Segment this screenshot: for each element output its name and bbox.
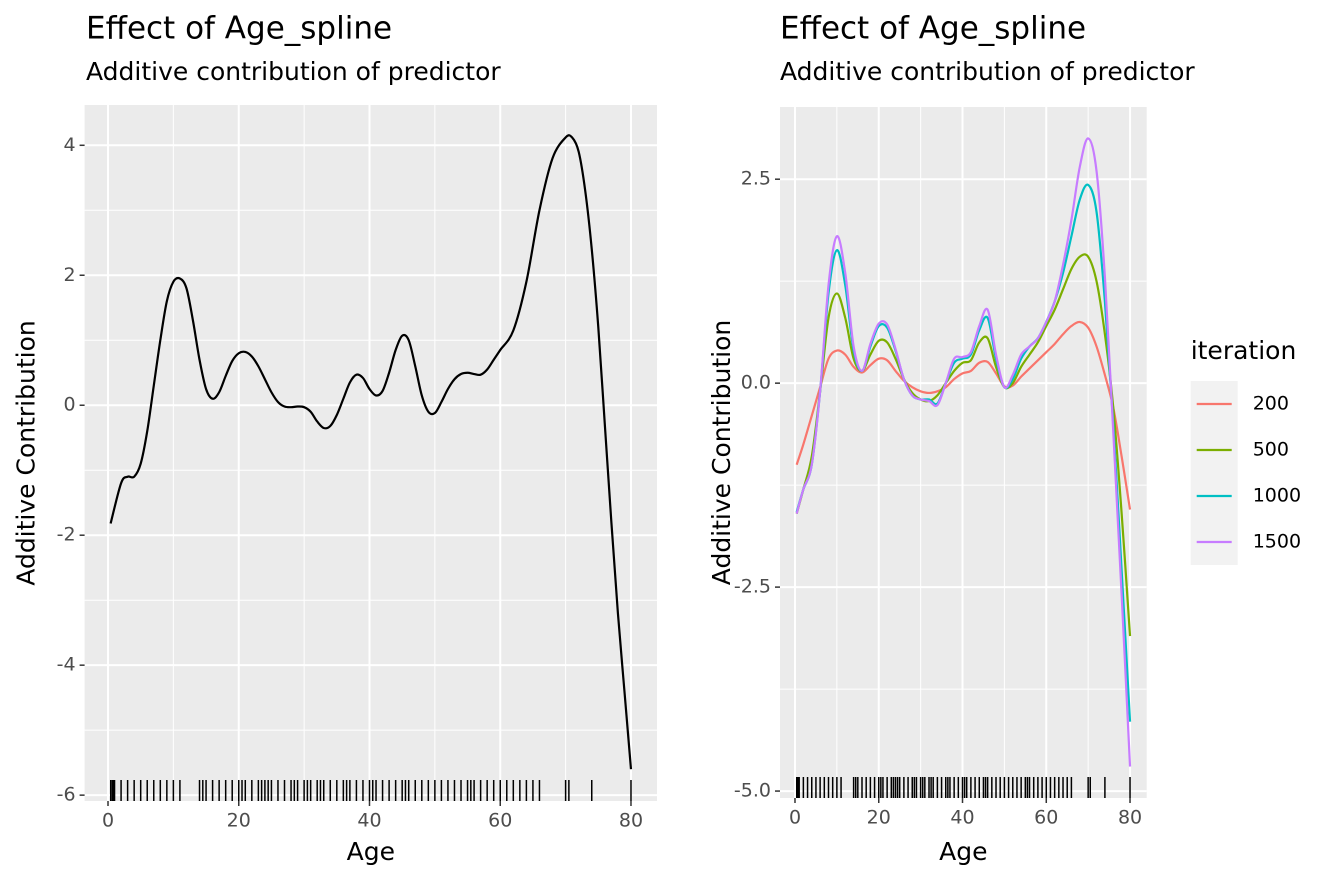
x-tick-label: 0 [102, 810, 114, 832]
y-tick-label: -6 [57, 784, 76, 806]
x-tick-label: 40 [357, 810, 381, 832]
x-tick-label: 80 [1118, 807, 1142, 829]
panel: Effect of Age_spline Additive contributio… [12, 11, 658, 866]
y-tick-label: 2.5 [741, 168, 771, 190]
x-tick-label: 20 [227, 810, 251, 832]
chart-subtitle: Additive contribution of predictor [780, 57, 1195, 86]
plot-background [84, 105, 658, 801]
x-tick-label: 40 [950, 807, 974, 829]
series-line [109, 134, 633, 770]
x-tick-label: 0 [789, 807, 801, 829]
y-tick-label: -2.5 [734, 576, 771, 598]
x-tick-label: 80 [619, 810, 643, 832]
series-line [795, 320, 1132, 510]
legend-key-background [1190, 381, 1238, 565]
x-axis-title: Age [347, 837, 395, 866]
y-axis-title: Additive Contribution [707, 320, 736, 585]
series-line [795, 253, 1132, 637]
x-tick-label: 20 [867, 807, 891, 829]
legend-title: iteration [1191, 336, 1297, 365]
legend-label: 200 [1253, 393, 1289, 415]
series-line [795, 137, 1132, 767]
chart-title: Effect of Age_spline [86, 11, 392, 47]
y-tick-label: 0 [64, 394, 76, 416]
y-tick-label: 0.0 [741, 372, 771, 394]
legend-label: 1500 [1253, 531, 1301, 553]
y-tick-label: 4 [64, 134, 76, 156]
y-tick-label: 2 [64, 264, 76, 286]
chart-subtitle: Additive contribution of predictor [86, 57, 501, 86]
x-axis-title: Age [939, 837, 987, 866]
y-tick-label: -4 [57, 654, 76, 676]
legend-label: 500 [1253, 439, 1289, 461]
y-tick-label: -5.0 [734, 780, 771, 802]
x-tick-label: 60 [488, 810, 512, 832]
chart-title: Effect of Age_spline [780, 11, 1086, 47]
x-tick-label: 60 [1034, 807, 1058, 829]
y-tick-label: -2 [57, 524, 76, 546]
panel: Effect of Age_spline Additive contributio… [707, 11, 1301, 867]
legend-label: 1000 [1253, 485, 1301, 507]
y-axis-title: Additive Contribution [12, 320, 41, 585]
